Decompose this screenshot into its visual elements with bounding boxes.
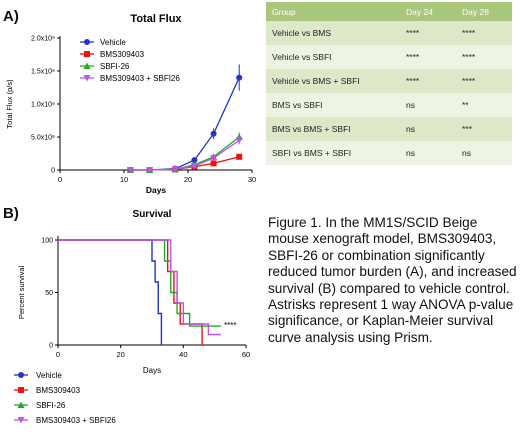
figure-caption: Figure 1. In the MM1S/SCID Beige mouse x… (268, 215, 517, 345)
table-cell-group: BMS vs BMS + SBFI (266, 117, 400, 141)
table-header-row: Group Day 24 Day 28 (266, 2, 512, 21)
legend-label: SBFI-26 (100, 62, 130, 71)
table-cell-group: Vehicle vs SBFI (266, 45, 400, 69)
legend-label: BMS309403 (36, 386, 81, 395)
survival-chart: Survival 0 20 40 60 0 50 100 Days Percent surviva… (14, 209, 250, 425)
data-point (236, 74, 243, 81)
x-tick-label: 0 (56, 350, 60, 359)
table-cell-day28: **** (456, 69, 512, 93)
x-tick-label: 10 (120, 175, 128, 184)
x-tick-label: 20 (116, 350, 124, 359)
y-tick-label: 5.0x10⁸ (31, 135, 55, 142)
header-group: Group (266, 2, 400, 21)
table-cell-day28: ** (456, 93, 512, 117)
table-row: SBFI vs BMS + SBFI ns ns (266, 141, 512, 165)
survival-curve-3 (58, 239, 221, 336)
survival-curve-1 (58, 239, 203, 345)
table-cell-group: Vehicle vs BMS + SBFI (266, 69, 400, 93)
data-point (210, 155, 218, 162)
y-tick-label: 100 (41, 238, 53, 245)
table-cell-day24: ns (400, 93, 456, 117)
table-cell-group: Vehicle vs BMS (266, 21, 400, 45)
data-point (210, 130, 217, 137)
panel-a-label: A) (3, 8, 19, 25)
x-tick-label: 60 (242, 350, 250, 359)
data-point (236, 153, 243, 160)
table-cell-day28: ns (456, 141, 512, 165)
table-cell-group: SBFI vs BMS + SBFI (266, 141, 400, 165)
legend-marker (18, 387, 24, 393)
chart-title: Survival (133, 209, 172, 220)
legend-marker (84, 39, 90, 45)
data-point (235, 137, 243, 144)
header-day-28: Day 28 (456, 2, 512, 21)
legend-marker (83, 62, 91, 69)
y-tick-label: 2.0x10⁹ (31, 36, 55, 43)
table-row: BMS vs BMS + SBFI ns *** (266, 117, 512, 141)
total-flux-chart: Total Flux 0 10 20 30 0 5.0x10⁸ 1.0x10⁹ 1.5x10⁹ 2… (5, 13, 256, 195)
table-row: Vehicle vs BMS **** **** (266, 21, 512, 45)
y-tick-label: 50 (45, 290, 53, 297)
data-point (190, 163, 198, 170)
legend-label: SBFI-26 (36, 401, 66, 410)
significance-table: Group Day 24 Day 28 Vehicle vs BMS **** … (266, 2, 512, 165)
x-tick-label: 40 (179, 350, 187, 359)
legend-marker (83, 75, 91, 82)
table-cell-day24: **** (400, 45, 456, 69)
data-point (146, 167, 154, 174)
series-3 (126, 136, 243, 174)
x-tick-label: 0 (58, 175, 62, 184)
x-tick-label: 30 (248, 175, 256, 184)
legend-label: BMS309403 (100, 50, 145, 59)
significance-annotation: **** (224, 321, 236, 330)
table-cell-day24: **** (400, 69, 456, 93)
legend-label: Vehicle (36, 371, 62, 380)
x-axis-label: Days (143, 366, 161, 375)
legend-marker (84, 51, 90, 57)
table-row: Vehicle vs BMS + SBFI **** **** (266, 69, 512, 93)
chart-title: Total Flux (130, 13, 182, 25)
survival-curve-0 (58, 239, 163, 345)
y-tick-label: 1.5x10⁹ (31, 69, 55, 76)
table-row: BMS vs SBFI ns ** (266, 93, 512, 117)
legend-marker (17, 417, 25, 424)
series-2 (126, 132, 243, 173)
y-axis-label: Total Flux (p/s) (5, 79, 14, 129)
survival-curve-2 (58, 239, 221, 327)
table-cell-day24: ns (400, 141, 456, 165)
x-axis-label: Days (146, 185, 167, 195)
table-cell-day28: **** (456, 21, 512, 45)
legend-label: BMS309403 + SBFI26 (100, 74, 180, 83)
data-point (171, 166, 179, 173)
legend-label: Vehicle (100, 38, 126, 47)
x-tick-label: 20 (184, 175, 192, 184)
data-point (126, 167, 134, 174)
y-tick-label: 0 (49, 343, 53, 350)
table-row: Vehicle vs SBFI **** **** (266, 45, 512, 69)
header-day-24: Day 24 (400, 2, 456, 21)
panel-b-label: B) (3, 205, 19, 222)
data-point (210, 160, 217, 167)
series-line (130, 139, 240, 171)
y-tick-label: 1.0x10⁹ (31, 102, 55, 109)
data-point (191, 157, 198, 164)
y-axis-label: Percent survival (17, 265, 26, 319)
y-tick-label: 0 (51, 168, 55, 175)
series-line (130, 77, 240, 171)
table-cell-day28: *** (456, 117, 512, 141)
legend-label: BMS309403 + SBFI26 (36, 416, 116, 425)
table-cell-day28: **** (456, 45, 512, 69)
table-cell-day24: **** (400, 21, 456, 45)
table-cell-group: BMS vs SBFI (266, 93, 400, 117)
table-cell-day24: ns (400, 117, 456, 141)
legend-marker (17, 401, 25, 408)
legend-marker (18, 372, 24, 378)
